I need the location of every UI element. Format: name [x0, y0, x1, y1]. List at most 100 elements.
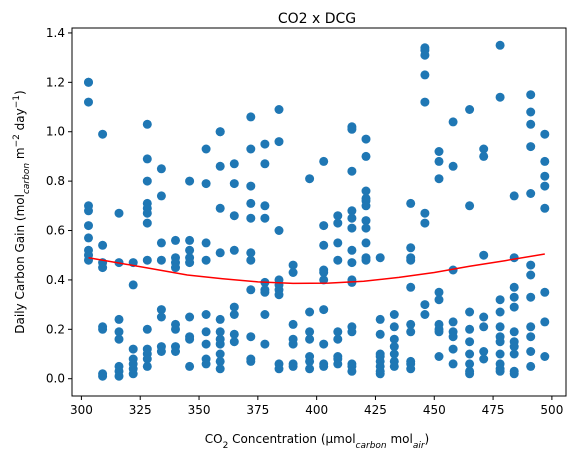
data-point	[288, 361, 298, 371]
data-point	[347, 258, 357, 268]
data-point	[185, 176, 195, 186]
data-point	[361, 151, 371, 161]
data-point	[229, 329, 239, 339]
data-point	[347, 206, 357, 216]
data-point	[288, 268, 298, 277]
data-point	[540, 352, 550, 361]
y-tick-label: 0.8	[46, 174, 65, 188]
data-point	[114, 208, 124, 218]
data-point	[114, 371, 124, 381]
data-point	[347, 166, 357, 176]
data-point	[260, 339, 270, 349]
data-point	[406, 319, 416, 329]
data-point	[142, 361, 152, 371]
data-point	[260, 139, 270, 149]
x-tick-label: 500	[540, 403, 563, 417]
y-axis-label: Daily Carbon Gain (molcarbon m−2 day−1)	[12, 90, 32, 333]
data-point	[333, 359, 343, 369]
data-point	[361, 238, 371, 248]
data-point	[229, 310, 239, 319]
data-point	[185, 245, 195, 255]
data-point	[229, 179, 239, 189]
data-point	[526, 292, 536, 302]
data-point	[526, 361, 536, 371]
data-point	[201, 359, 211, 369]
data-point	[185, 235, 195, 245]
x-label-sub2: carbon	[356, 441, 387, 451]
y-label-sup1: −2	[12, 134, 22, 147]
data-point	[274, 105, 284, 114]
x-tick-label: 375	[246, 403, 269, 417]
data-point	[526, 260, 536, 270]
points-layer	[84, 40, 550, 381]
x-label-prefix: CO	[205, 432, 223, 446]
data-point	[305, 356, 315, 366]
data-point	[420, 50, 430, 60]
data-point	[479, 354, 489, 364]
data-point	[229, 211, 239, 221]
data-point	[540, 203, 550, 213]
data-point	[142, 176, 152, 186]
data-point	[305, 334, 315, 344]
data-point	[448, 344, 458, 354]
data-point	[420, 310, 430, 319]
data-point	[260, 201, 270, 211]
data-point	[361, 201, 371, 211]
data-point	[84, 206, 93, 216]
y-axis-ticks: 0.0 0.2 0.4 0.6 0.8 1.0 1.2 1.4	[46, 26, 72, 386]
data-point	[142, 324, 152, 334]
data-point	[260, 213, 270, 223]
data-point	[375, 369, 385, 379]
data-point	[288, 339, 298, 349]
y-tick-label: 1.2	[46, 75, 65, 89]
data-point	[526, 322, 536, 332]
data-point	[434, 327, 444, 337]
data-point	[84, 77, 93, 87]
data-point	[389, 361, 399, 371]
data-point	[361, 186, 371, 196]
data-point	[128, 369, 138, 379]
data-point	[156, 164, 166, 174]
data-point	[84, 221, 93, 231]
data-point	[246, 181, 256, 191]
data-point	[526, 270, 536, 280]
data-point	[479, 250, 489, 260]
y-label-prefix: Daily Carbon Gain (mol	[13, 194, 27, 334]
data-point	[171, 347, 180, 356]
plot-frame	[71, 27, 567, 397]
data-point	[495, 322, 505, 332]
data-point	[201, 327, 211, 337]
data-point	[420, 70, 430, 80]
data-point	[509, 191, 519, 201]
data-point	[347, 245, 357, 255]
data-point	[229, 337, 239, 347]
data-point	[98, 324, 108, 334]
data-point	[434, 156, 444, 166]
y-tick-label: 0.0	[46, 372, 65, 386]
y-label-mid: m	[13, 147, 27, 163]
data-point	[509, 292, 519, 302]
data-point	[333, 334, 343, 344]
data-point	[185, 334, 195, 344]
data-point	[319, 221, 329, 231]
data-point	[420, 97, 430, 107]
data-point	[479, 322, 489, 332]
data-point	[142, 255, 152, 265]
y-label-suffix: )	[13, 90, 27, 95]
data-point	[84, 233, 93, 243]
data-point	[434, 352, 444, 361]
data-point	[260, 159, 270, 169]
data-point	[201, 255, 211, 265]
data-point	[229, 245, 239, 255]
data-point	[142, 208, 152, 218]
data-point	[465, 359, 475, 369]
data-point	[361, 223, 371, 233]
data-point	[201, 238, 211, 248]
x-label-sub1: 2	[223, 441, 229, 451]
data-point	[84, 255, 93, 265]
data-point	[389, 322, 399, 332]
data-point	[274, 364, 284, 374]
data-point	[229, 302, 239, 312]
x-axis-ticks: 300 325 350 375 400 425 450 475 500	[70, 396, 563, 417]
data-point	[114, 314, 124, 324]
